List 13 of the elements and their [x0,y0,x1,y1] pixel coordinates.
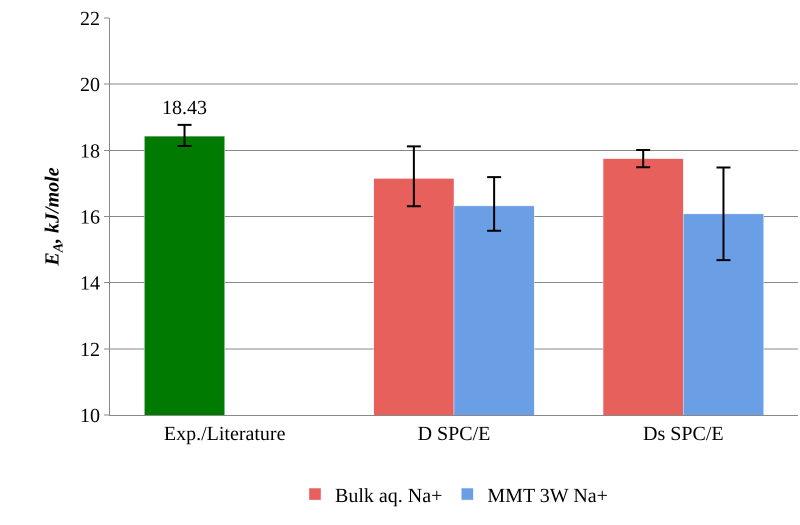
y-tick-label: 20 [80,74,100,96]
y-tick-label: 12 [80,338,100,361]
x-tick-label: Exp./Literature [164,423,286,445]
x-tick-label: D SPC/E [418,423,490,445]
y-tick-label: 16 [80,206,100,228]
legend-label: Bulk aq. Na+ [335,484,442,507]
x-tick-label: Ds SPC/E [643,423,724,445]
y-tick-label: 14 [80,272,100,295]
y-tick-label: 22 [80,8,100,30]
y-tick-label: 10 [80,405,100,427]
legend-label: MMT 3W Na+ [487,484,608,507]
data-label: 18.43 [162,97,207,119]
y-tick-label: 18 [80,140,100,162]
